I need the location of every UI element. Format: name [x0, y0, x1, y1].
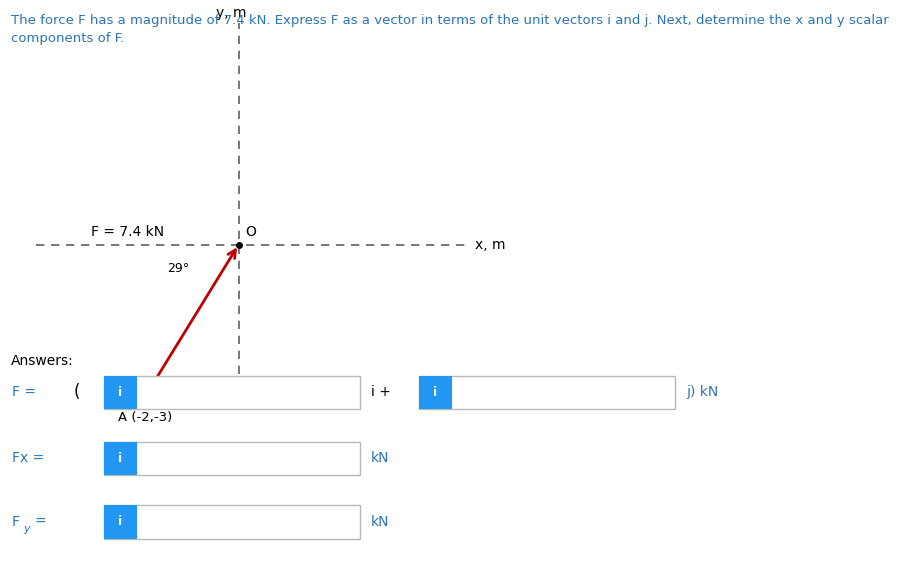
Text: Fx =: Fx =: [12, 452, 44, 465]
Text: x, m: x, m: [475, 238, 506, 252]
Text: y: y: [23, 524, 30, 534]
Text: F = 7.4 kN: F = 7.4 kN: [91, 225, 164, 239]
Text: kN: kN: [371, 515, 390, 529]
Text: y, m: y, m: [216, 6, 247, 20]
Text: F: F: [12, 515, 20, 529]
Text: kN: kN: [371, 452, 390, 465]
Text: i: i: [118, 386, 122, 399]
Text: A (-2,-3): A (-2,-3): [118, 411, 172, 425]
Text: components of F.: components of F.: [11, 32, 124, 45]
Text: The force F has a magnitude of 7.4 kN. Express F as a vector in terms of the uni: The force F has a magnitude of 7.4 kN. E…: [11, 14, 888, 28]
Text: Answers:: Answers:: [11, 354, 74, 368]
Text: O: O: [246, 225, 256, 239]
Text: F =: F =: [12, 385, 36, 399]
Text: 29°: 29°: [167, 262, 190, 275]
Text: (: (: [74, 383, 80, 401]
Text: =: =: [34, 515, 46, 529]
Text: i: i: [118, 452, 122, 465]
Text: i +: i +: [371, 385, 391, 399]
Text: i: i: [118, 516, 122, 528]
Text: j) kN: j) kN: [686, 385, 718, 399]
Text: i: i: [433, 386, 437, 399]
